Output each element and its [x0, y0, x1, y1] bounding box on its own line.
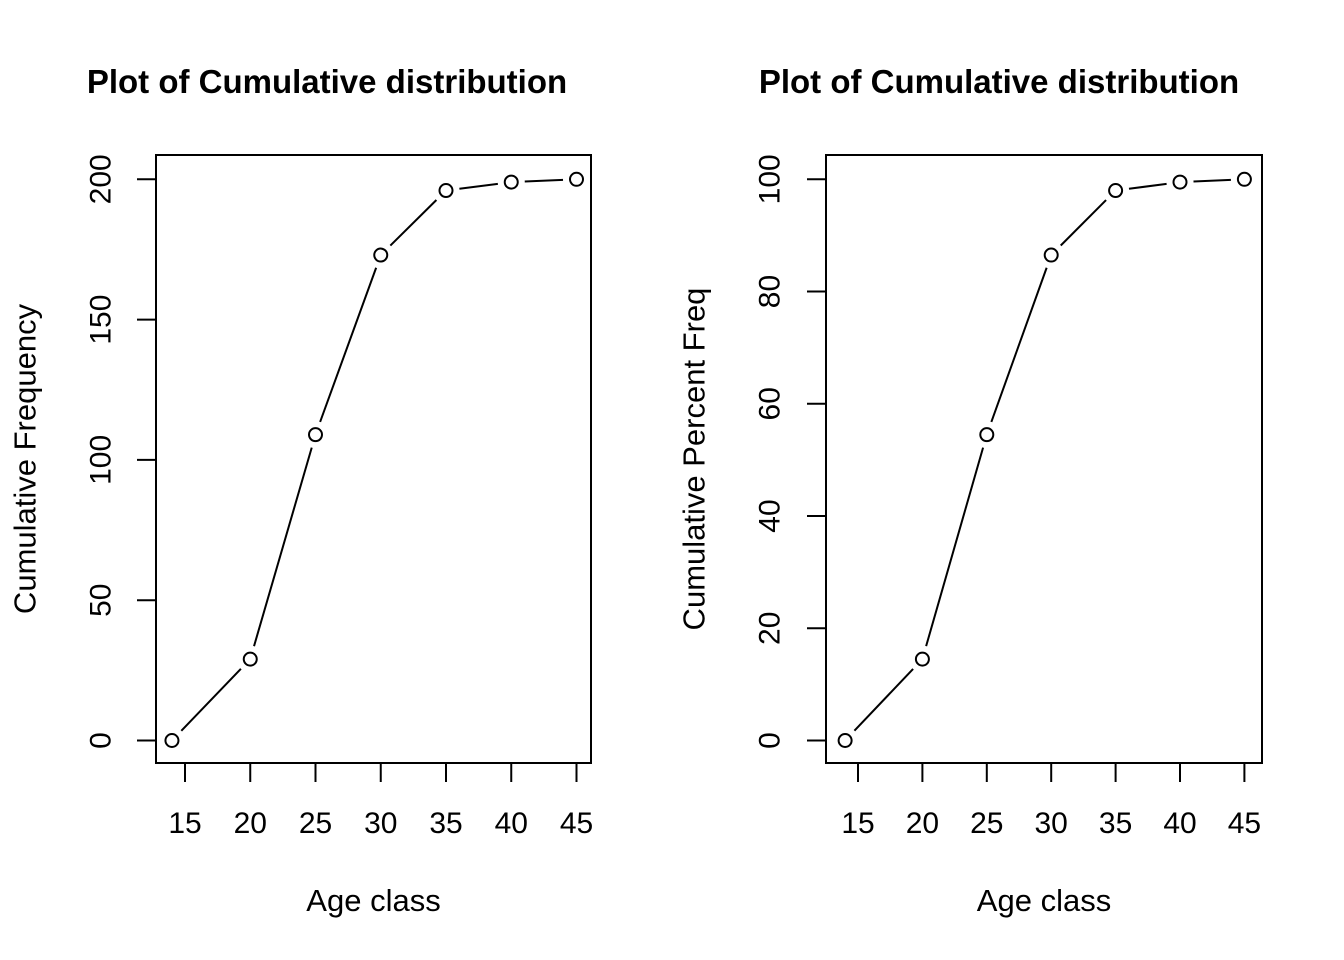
cumulative-percent-freq-chart: Plot of Cumulative distribution 15 20 25 30 3…	[677, 63, 1263, 918]
chart-title: Plot of Cumulative distribution	[87, 63, 567, 100]
data-point	[503, 174, 519, 190]
series-segment	[459, 182, 498, 190]
x-axis-label: Age class	[306, 883, 440, 918]
x-tick-label: 20	[234, 807, 267, 840]
y-axis-label: Cumulative Percent Freq	[677, 288, 712, 631]
chart-title: Plot of Cumulative distribution	[759, 63, 1239, 100]
x-tick-label: 15	[841, 807, 874, 840]
series-segment	[1193, 178, 1231, 183]
x-tick-label: 30	[364, 807, 397, 840]
data-point	[438, 183, 454, 199]
x-axis-label: Age class	[977, 883, 1111, 918]
plot-border	[155, 154, 592, 764]
data-point	[1172, 174, 1188, 190]
series-segment	[319, 267, 378, 423]
series-segment	[925, 447, 985, 647]
x-tick-label: 30	[1035, 807, 1068, 840]
y-tick-label: 0	[85, 732, 118, 749]
y-tick-label: 80	[754, 275, 787, 308]
series-segment	[180, 668, 242, 732]
series-segment	[853, 668, 914, 732]
series-segment	[253, 447, 313, 647]
series-segment	[389, 199, 438, 247]
x-tick-label: 45	[1228, 807, 1261, 840]
series-segment	[1060, 199, 1107, 247]
data-point	[1236, 171, 1252, 187]
y-tick-label: 100	[85, 435, 118, 485]
x-tick-label: 35	[429, 807, 462, 840]
x-tick-label: 45	[560, 807, 593, 840]
x-tick-label: 15	[168, 807, 201, 840]
cumulative-frequency-chart: Plot of Cumulative distribution 15 20 25 30 3…	[8, 63, 594, 918]
x-tick-label: 40	[495, 807, 528, 840]
data-point	[1108, 183, 1124, 199]
data-point	[569, 171, 584, 187]
data-point	[242, 651, 258, 667]
y-tick-label: 20	[754, 612, 787, 645]
data-point	[373, 247, 389, 263]
x-tick-label: 25	[970, 807, 1003, 840]
y-tick-label: 100	[754, 154, 787, 204]
data-point	[837, 733, 853, 748]
y-tick-label: 50	[85, 584, 118, 617]
y-tick-label: 150	[85, 295, 118, 345]
y-tick-label: 60	[754, 387, 787, 420]
data-point	[1043, 247, 1059, 263]
series-segment	[1128, 182, 1167, 190]
x-tick-label: 20	[906, 807, 939, 840]
x-tick-label: 25	[299, 807, 332, 840]
data-point	[164, 733, 180, 748]
series-segment	[524, 178, 564, 183]
series-segment	[990, 267, 1048, 423]
plot-border	[825, 154, 1263, 764]
y-axis-label: Cumulative Frequency	[8, 303, 43, 614]
data-point	[914, 651, 930, 667]
y-tick-label: 0	[754, 732, 787, 749]
y-tick-label: 200	[85, 154, 118, 204]
y-tick-label: 40	[754, 499, 787, 532]
data-point	[308, 427, 323, 443]
data-point	[979, 427, 995, 443]
x-tick-label: 35	[1099, 807, 1132, 840]
x-tick-label: 40	[1163, 807, 1196, 840]
